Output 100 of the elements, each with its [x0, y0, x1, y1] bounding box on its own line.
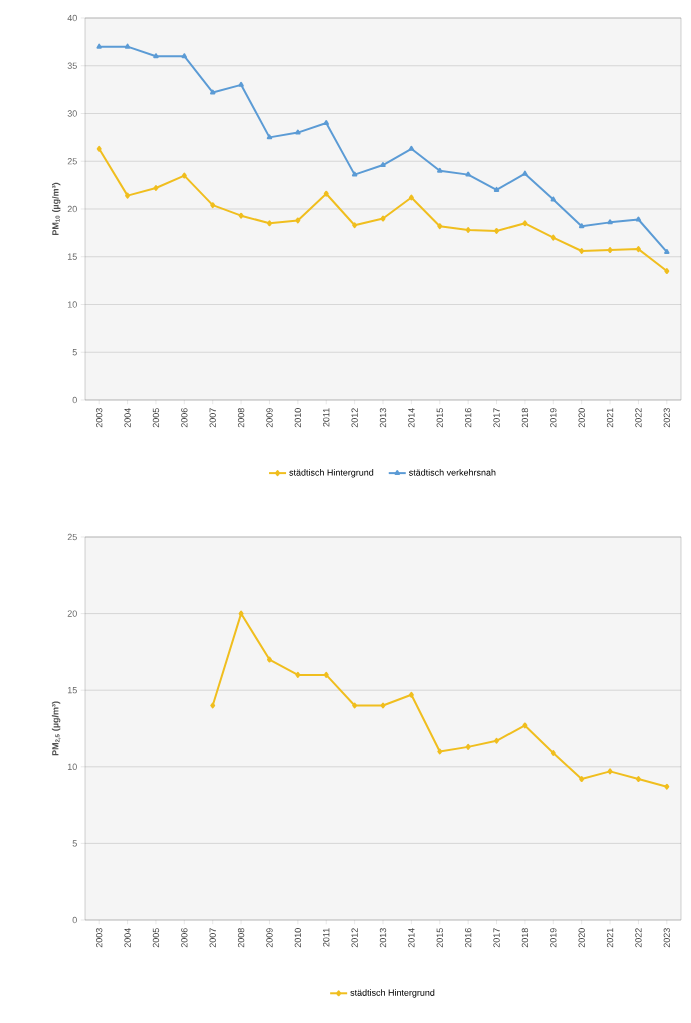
x-tick-label: 2018 [521, 408, 529, 428]
point [295, 671, 301, 678]
point [266, 220, 272, 227]
x-tick-label: 2004 [124, 408, 131, 428]
x-tick-label: 2013 [379, 928, 387, 948]
y-tick-label: 0 [72, 396, 77, 404]
point [607, 768, 613, 775]
x-tick-label: 2004 [124, 928, 131, 948]
point [209, 89, 216, 95]
point [96, 43, 102, 49]
point [153, 184, 159, 191]
x-tick-label: 2023 [663, 408, 670, 428]
point [494, 227, 500, 234]
point [266, 134, 273, 140]
point [323, 190, 329, 197]
point [607, 247, 613, 254]
y-tick-label: 15 [67, 253, 77, 260]
x-tick-label: 2020 [578, 928, 585, 948]
x-tick-label: 2023 [663, 928, 670, 948]
y-tick-label: 0 [72, 916, 77, 924]
x-tick-label: 2014 [408, 408, 415, 428]
x-tick-label: 2008 [237, 408, 245, 428]
point [437, 167, 443, 173]
x-tick-label: 2018 [521, 928, 529, 948]
point [352, 702, 358, 709]
point [494, 737, 500, 744]
point [295, 129, 301, 135]
point [522, 722, 528, 729]
point [380, 162, 386, 168]
point [408, 145, 415, 151]
y-axis-title: PM$_{10}$ (µg/m³) [52, 182, 61, 235]
x-tick-label: 2010 [294, 928, 302, 948]
point [635, 776, 641, 783]
point [210, 702, 216, 709]
x-tick-label: 2005 [152, 408, 160, 428]
point [266, 656, 272, 663]
point [550, 750, 556, 756]
y-tick-label: 30 [67, 110, 77, 117]
x-tick-label: 2012 [351, 928, 358, 948]
x-tick-label: 2019 [550, 408, 557, 428]
x-tick-label: 2015 [436, 928, 443, 948]
x-tick-label: 2006 [181, 928, 188, 948]
point [408, 194, 414, 201]
x-tick-label: 2012 [351, 408, 358, 428]
point [579, 248, 585, 254]
x-tick-label: 2007 [209, 408, 216, 428]
x-tick-label: 2015 [436, 408, 443, 428]
x-tick-label: 2021 [606, 928, 614, 948]
point [380, 215, 386, 222]
y-tick-label: 10 [67, 763, 77, 770]
point [465, 743, 471, 750]
x-tick-label: 2005 [152, 928, 160, 948]
legend-label: städtisch Hintergrund [289, 469, 374, 478]
x-tick-label: 2011 [323, 408, 330, 427]
x-tick-label: 2022 [635, 408, 642, 428]
point [522, 170, 528, 176]
point [664, 268, 670, 275]
point [437, 748, 443, 755]
point [323, 671, 329, 678]
y-tick-label: 25 [67, 158, 77, 165]
point [153, 53, 159, 59]
point [465, 227, 471, 233]
point [664, 783, 670, 790]
point [210, 202, 216, 209]
x-tick-label: 2016 [464, 928, 472, 948]
y-tick-label: 10 [67, 301, 77, 308]
y-tick-label: 5 [72, 840, 77, 847]
point [550, 234, 556, 241]
x-tick-label: 2007 [209, 928, 216, 948]
y-tick-label: 20 [67, 610, 77, 617]
point [352, 222, 358, 229]
point [380, 702, 386, 709]
point [465, 171, 471, 177]
x-tick-label: 2010 [294, 408, 302, 428]
x-tick-label: 2006 [181, 408, 188, 428]
point [124, 43, 131, 49]
point [437, 223, 443, 230]
y-axis-title: PM$_{2,5}$ (µg/m³) [51, 701, 61, 756]
x-tick-label: 2017 [493, 928, 500, 948]
x-tick-label: 2009 [266, 408, 273, 428]
point [96, 145, 102, 152]
point [408, 691, 414, 698]
point [493, 186, 500, 192]
x-tick-label: 2019 [550, 928, 557, 948]
y-tick-label: 25 [67, 533, 77, 541]
point [550, 196, 557, 202]
x-tick-label: 2021 [606, 408, 614, 428]
x-tick-label: 2016 [464, 408, 472, 428]
x-tick-label: 2008 [237, 928, 245, 948]
point [522, 220, 528, 227]
legend-label: städtisch verkehrsnah [409, 469, 496, 476]
point [238, 212, 244, 219]
point [664, 248, 670, 254]
point [181, 53, 188, 59]
x-tick-label: 2003 [96, 928, 103, 948]
x-tick-label: 2014 [408, 928, 415, 948]
x-tick-label: 2009 [266, 928, 273, 948]
point [181, 172, 187, 179]
x-tick-label: 2022 [635, 928, 642, 948]
x-tick-label: 2017 [493, 408, 500, 428]
